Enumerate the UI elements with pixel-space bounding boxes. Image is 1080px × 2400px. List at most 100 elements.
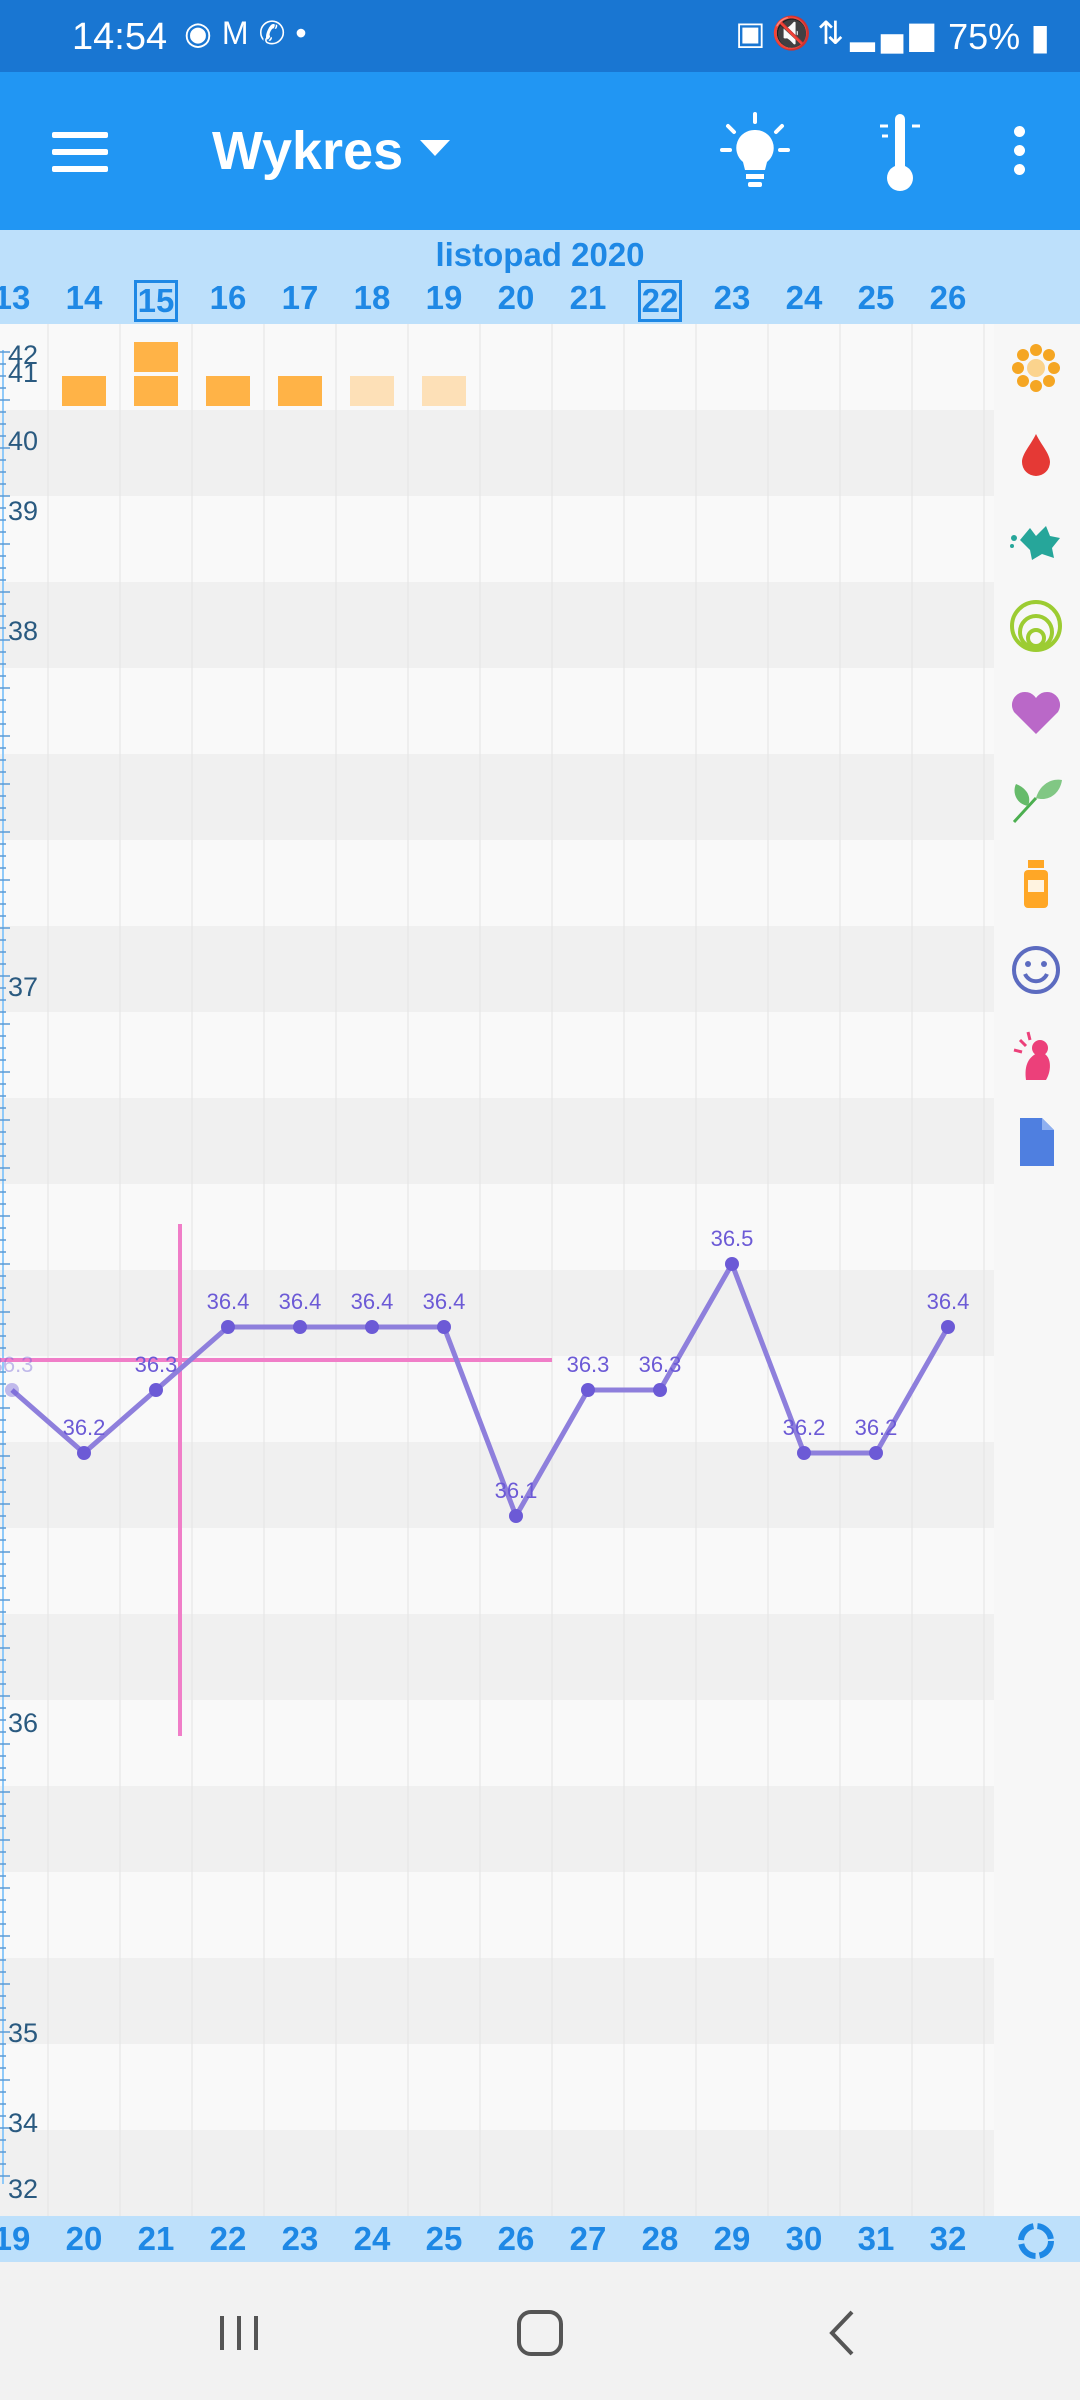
battery-percent: 75%	[948, 16, 1021, 57]
title-dropdown-icon[interactable]	[420, 140, 450, 156]
cycle-day[interactable]: 30	[785, 2220, 823, 2257]
y-tick-label: 34	[8, 2108, 38, 2138]
temperature-label: 36.3	[567, 1352, 610, 1377]
temperature-label: 36.4	[351, 1289, 394, 1314]
temperature-label: 36.4	[279, 1289, 322, 1314]
bleeding-mark	[206, 376, 250, 406]
chart-band	[0, 1614, 994, 1700]
temperature-point	[221, 1320, 235, 1334]
y-tick-label: 40	[8, 426, 38, 456]
document-icon[interactable]	[1006, 1112, 1066, 1172]
bottle-icon[interactable]	[1006, 854, 1066, 914]
cycle-day[interactable]: 19	[0, 2220, 31, 2257]
bleeding-mark	[134, 376, 178, 406]
month-label[interactable]: listopad 2020	[435, 236, 645, 273]
temperature-label: 36.3	[639, 1352, 682, 1377]
y-tick-label: 42	[8, 340, 38, 370]
temperature-point	[77, 1446, 91, 1460]
temperature-label: 36.2	[783, 1415, 826, 1440]
temperature-point	[5, 1383, 19, 1397]
y-tick-label: 39	[8, 496, 38, 526]
call-icon: ✆	[258, 15, 296, 51]
dot-icon: •	[295, 15, 317, 51]
date-day[interactable]: 16	[209, 279, 247, 316]
cycle-day[interactable]: 31	[857, 2220, 895, 2257]
heart-icon[interactable]	[1006, 682, 1066, 742]
status-bar: 14:54 ◉M✆• ▣🔇⇅▂▄▆ 75% ▮	[0, 0, 1080, 72]
date-day[interactable]: 14	[65, 279, 103, 316]
cycle-day[interactable]: 20	[65, 2220, 103, 2257]
system-icons: ▣🔇⇅▂▄▆	[735, 14, 940, 52]
thermometer-icon[interactable]	[872, 112, 928, 194]
cycle-day[interactable]: 22	[209, 2220, 247, 2257]
date-day[interactable]: 15	[134, 280, 178, 322]
cycle-day[interactable]: 24	[353, 2220, 391, 2257]
date-day[interactable]: 21	[569, 279, 607, 316]
temperature-label: 36.3	[135, 1352, 178, 1377]
date-day[interactable]: 17	[281, 279, 319, 316]
chart-band	[0, 1442, 994, 1528]
rings-icon[interactable]	[1006, 596, 1066, 656]
y-tick-label: 35	[8, 2018, 38, 2048]
temperature-label: 36.3	[0, 1352, 33, 1377]
date-day[interactable]: 25	[857, 279, 895, 316]
flower-icon[interactable]	[1006, 338, 1066, 398]
lightbulb-icon[interactable]	[720, 112, 790, 192]
messenger-icon: ◉	[184, 15, 222, 51]
date-day[interactable]: 26	[929, 279, 967, 316]
cycle-day[interactable]: 27	[569, 2220, 607, 2257]
cycle-day[interactable]: 29	[713, 2220, 751, 2257]
app-bar: Wykres	[0, 72, 1080, 230]
chart-band	[0, 2130, 994, 2216]
chart-band	[0, 1958, 994, 2044]
pain-icon[interactable]	[1006, 1026, 1066, 1086]
date-day[interactable]: 22	[638, 280, 682, 322]
splash-icon[interactable]	[1006, 510, 1066, 570]
temperature-label: 36.5	[711, 1226, 754, 1251]
chart-band	[0, 926, 994, 1012]
temperature-point	[437, 1320, 451, 1334]
symbol-column	[994, 324, 1080, 2216]
cycle-day[interactable]: 23	[281, 2220, 319, 2257]
4g-icon: ⇅	[817, 15, 851, 51]
temperature-point	[293, 1320, 307, 1334]
y-tick-label: 37	[8, 972, 38, 1002]
chart-band	[0, 582, 994, 668]
smiley-icon[interactable]	[1006, 940, 1066, 1000]
cycle-day[interactable]: 28	[641, 2220, 679, 2257]
chart-band	[0, 1270, 994, 1356]
temperature-point	[365, 1320, 379, 1334]
system-nav-bar	[0, 2262, 1080, 2400]
page-title[interactable]: Wykres	[212, 121, 404, 181]
temperature-point	[581, 1383, 595, 1397]
nfc-icon: ▣	[735, 15, 772, 51]
sync-icon[interactable]	[1014, 2219, 1058, 2263]
cycle-day[interactable]: 26	[497, 2220, 535, 2257]
recent-apps-icon[interactable]	[204, 2298, 274, 2368]
drop-icon[interactable]	[1006, 424, 1066, 484]
chart-band	[0, 410, 994, 496]
bleeding-mark	[422, 376, 466, 406]
temperature-label: 36.1	[495, 1478, 538, 1503]
date-day[interactable]: 20	[497, 279, 535, 316]
date-day[interactable]: 19	[425, 279, 463, 316]
date-header: listopad 2020 13 14 15 16 17 18 19 20 21 22 23 24 25…	[0, 230, 1080, 324]
date-day[interactable]: 23	[713, 279, 751, 316]
leaf-icon[interactable]	[1006, 768, 1066, 828]
cycle-day[interactable]: 32	[929, 2220, 967, 2257]
more-icon[interactable]	[1004, 126, 1034, 182]
date-day[interactable]: 24	[785, 279, 823, 316]
temperature-point	[149, 1383, 163, 1397]
date-day[interactable]: 18	[353, 279, 391, 316]
status-time: 14:54	[72, 16, 168, 58]
temperature-label: 36.4	[207, 1289, 250, 1314]
back-icon[interactable]	[808, 2298, 878, 2368]
battery-icon: ▮	[1030, 16, 1050, 57]
date-day[interactable]: 13	[0, 279, 31, 316]
home-icon[interactable]	[505, 2298, 575, 2368]
y-tick-label: 41	[8, 358, 38, 388]
cycle-day[interactable]: 21	[137, 2220, 175, 2257]
cycle-day[interactable]: 25	[425, 2220, 463, 2257]
menu-icon[interactable]	[52, 132, 108, 172]
